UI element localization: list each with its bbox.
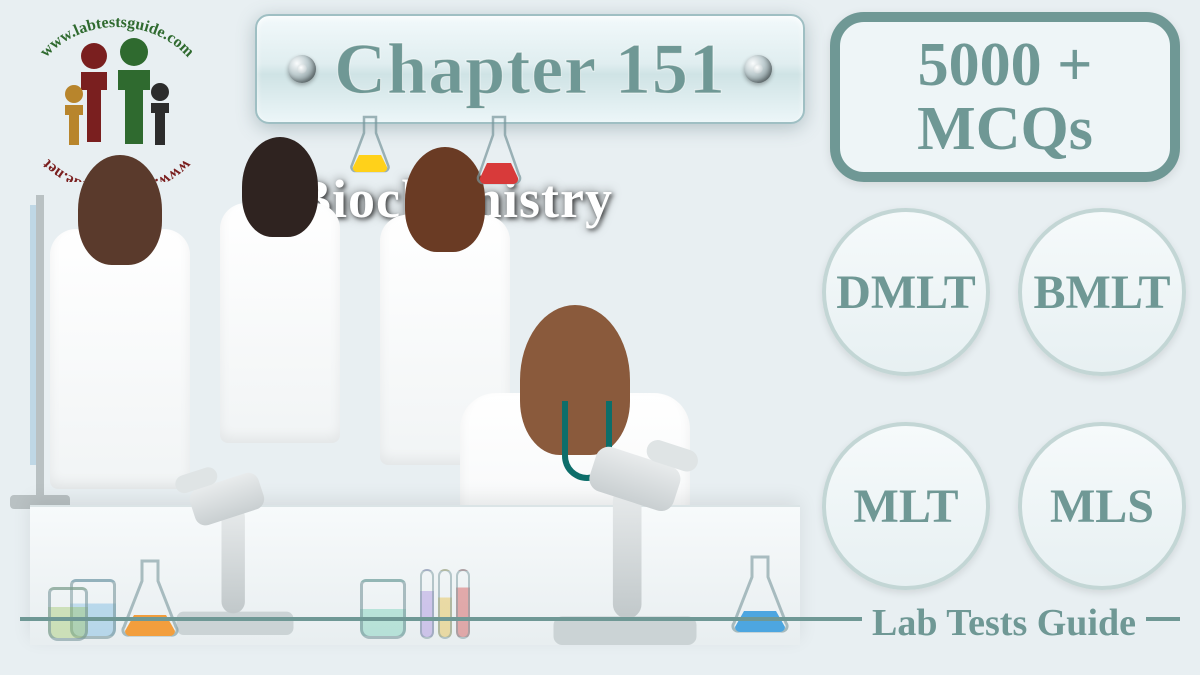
chapter-plaque: Chapter 151 [255,14,805,124]
test-tube-icon [420,569,434,639]
rivet-icon [288,55,316,83]
erlenmeyer-flask-icon [120,559,180,639]
beaker-icon [360,579,406,639]
lab-technician-a [50,165,190,489]
flask-red-icon [475,115,523,187]
mcq-label: MCQs [917,98,1093,160]
course-code: DMLT [836,265,976,320]
erlenmeyer-flask-icon [730,555,790,635]
mcq-count: 5000 + [918,34,1093,96]
microscope-icon [543,425,708,645]
chapter-title: Chapter 151 [334,28,726,111]
course-circle-mls: MLS [1018,422,1186,590]
course-circle-bmlt: BMLT [1018,208,1186,376]
course-circle-dmlt: DMLT [822,208,990,376]
thumbnail-canvas: www.labtestsguide.com www.labtestsguide.… [0,0,1200,675]
test-tube-icon [456,569,470,639]
family-silhouette-icon [52,32,182,162]
lab-scene-illustration [0,185,800,675]
course-code: MLS [1050,479,1154,534]
rivet-icon [744,55,772,83]
beaker-icon [48,587,88,641]
brand-name: Lab Tests Guide [862,601,1146,645]
course-circle-grid: DMLT BMLT MLT MLS [822,208,1182,608]
microscope-icon [168,455,303,635]
course-code: BMLT [1034,265,1171,320]
course-code: MLT [854,479,959,534]
mcq-count-badge: 5000 + MCQs [830,12,1180,182]
course-circle-mlt: MLT [822,422,990,590]
test-tube-icon [438,569,452,639]
lab-technician-b [220,145,340,443]
